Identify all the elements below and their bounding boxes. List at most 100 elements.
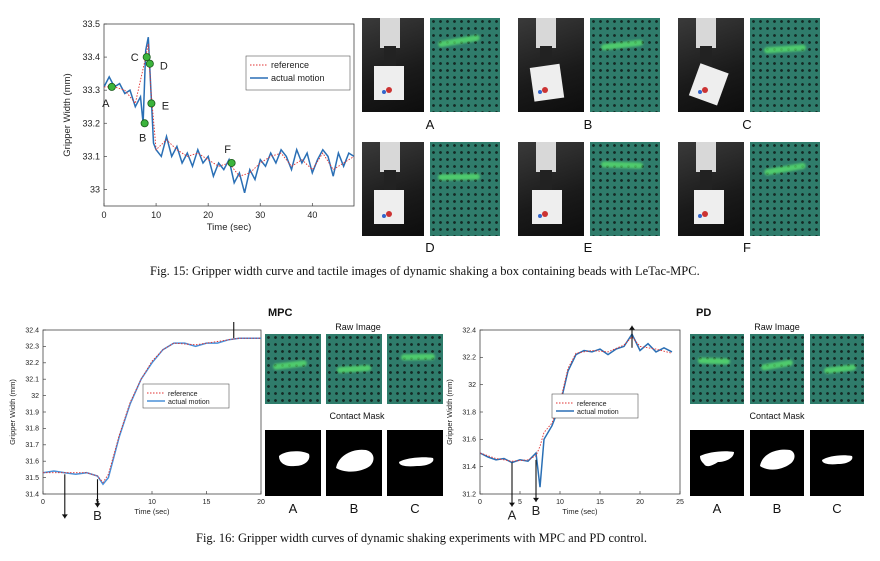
robot-gripper-sketch [532,142,562,224]
annotation-marker [142,53,151,62]
fig16-mpc-chart: 0510152031.431.531.631.731.831.93232.132… [8,322,265,520]
pd-image-label-a: A [712,501,722,516]
mpc-mask-a [265,430,321,496]
mpc-mask-b [326,430,382,496]
actual-motion-line [103,37,355,193]
y-tick-label: 31.9 [25,409,39,416]
robot-gripper-sketch [694,142,724,224]
tactile-contact-streak [336,364,371,374]
x-axis-label: Time (sec) [207,222,252,233]
x-tick-label: 10 [148,499,156,506]
y-axis-label: Gripper Width (mm) [8,379,17,445]
tactile-image-f [750,142,820,236]
y-tick-label: 33.5 [82,19,100,29]
annotation-label: B [532,503,541,518]
tactile-image-c [750,18,820,112]
fig15-label-c: C [742,117,752,132]
y-tick-label: 31.4 [462,464,476,471]
y-tick-label: 31.8 [462,409,476,416]
tactile-image-b [590,18,660,112]
x-tick-label: 20 [203,210,213,220]
annotation-marker [107,82,116,91]
annotation-arrowhead [629,325,635,330]
robot-photo-f [678,142,744,236]
annotation-label: A [102,98,110,110]
x-tick-label: 10 [556,499,564,506]
x-tick-label: 20 [636,499,644,506]
y-tick-label: 31.5 [25,475,39,482]
x-tick-label: 5 [518,499,522,506]
legend-box [551,393,639,419]
annotation-marker [145,59,154,68]
pd-title: PD [696,307,712,319]
robot-photo-b [518,18,584,112]
y-tick-label: 31.8 [25,426,39,433]
robot-gripper-sketch [688,18,729,106]
tactile-image-d [430,142,500,236]
actual-motion-line [479,332,673,488]
x-axis-label: Time (sec) [562,507,598,516]
robot-photo-a [362,18,424,112]
robot-gripper-sketch [529,18,565,102]
tactile-image-e [590,142,660,236]
y-tick-label: 31.2 [462,491,476,498]
mpc-title: MPC [268,307,293,319]
legend-entry: actual motion [271,73,325,83]
annotation-arrowhead [61,514,68,519]
legend-entry: reference [271,60,309,70]
fig16-caption: Fig. 16: Gripper width curves of dynamic… [196,531,647,545]
annotation-label: B [93,508,102,520]
pd-raw-image-label: Raw Image [754,322,800,332]
x-tick-label: 15 [203,499,211,506]
fig15-chart: 0 10 20 30 40 33 33.1 33.2 33.3 33.4 33.5 Time (sec… [62,19,355,233]
y-tick-label: 31.6 [462,437,476,444]
y-axis-label: Gripper Width (mm) [62,73,73,156]
pd-raw-b [750,334,804,404]
robot-photo-d [362,142,424,236]
y-tick-label: 31.4 [25,491,39,498]
tactile-contact-streak [600,161,644,169]
pd-image-label-b: B [772,501,782,516]
pd-contact-mask-label: Contact Mask [749,411,805,421]
x-tick-label: 25 [676,499,684,506]
fig15-caption: Fig. 15: Gripper width curve and tactile… [150,264,700,278]
plot-area [42,329,262,495]
y-axis-label: Gripper Width (mm) [445,379,454,445]
tactile-contact-streak [823,364,857,374]
y-tick-label: 32 [468,382,476,389]
pd-image-label-c: C [832,501,842,516]
robot-photo-e [518,142,584,236]
x-tick-label: 15 [596,499,604,506]
reference-line [43,337,261,484]
fig15-label-a: A [425,117,435,132]
x-tick-label: 30 [255,210,265,220]
annotation-marker [147,99,156,108]
reference-line [104,43,355,177]
fig15-label-d: D [425,240,435,255]
annotation-label: C [131,52,139,64]
x-axis-label: Time (sec) [134,507,170,516]
x-tick-label: 10 [151,210,161,220]
tactile-contact-streak [437,34,481,48]
fig15-label-f: F [743,240,751,255]
legend-entry: reference [168,391,198,398]
y-tick-label: 33.3 [82,85,100,95]
y-tick-label: 32.3 [25,344,39,351]
annotation-label: E [162,100,169,112]
tactile-contact-streak [763,44,807,54]
y-tick-label: 31.7 [25,442,39,449]
y-tick-label: 31.6 [25,459,39,466]
mpc-raw-image-label: Raw Image [335,322,381,332]
y-tick-label: 32 [31,393,39,400]
legend-entry: reference [577,401,607,408]
mpc-raw-c [387,334,443,404]
tactile-image-a [430,18,500,112]
mpc-raw-b [326,334,382,404]
tactile-contact-streak [763,162,807,176]
legend-entry: actual motion [577,409,619,416]
tactile-contact-streak [697,357,731,365]
y-tick-label: 32.4 [462,327,476,334]
annotation-label: C [627,322,636,325]
annotation-arrowhead [509,502,515,507]
fig15-label-e: E [583,240,593,255]
